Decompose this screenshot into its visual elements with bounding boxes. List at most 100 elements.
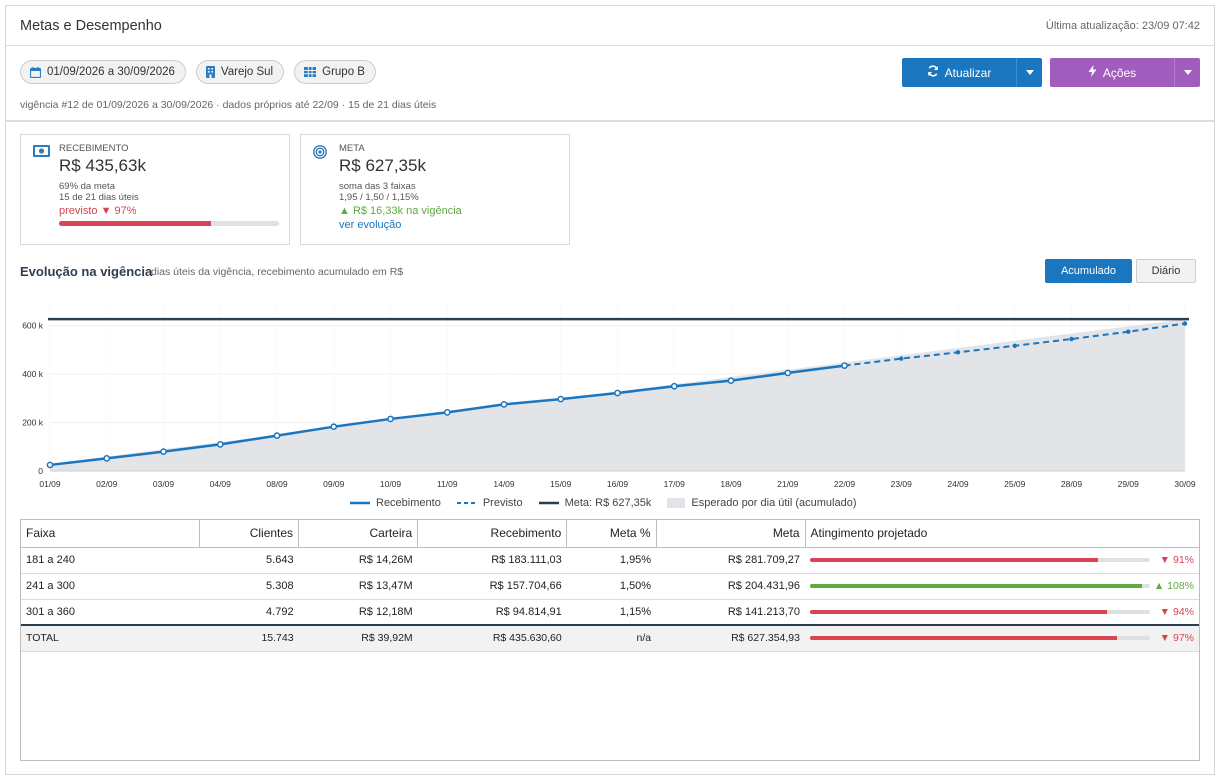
goal-card: META R$ 627,35k soma das 3 faixas 1,95 /… — [300, 134, 570, 245]
legend-forecast: Previsto — [456, 497, 523, 509]
toggle-daily[interactable]: Diário — [1136, 259, 1196, 283]
forecast-point — [1182, 321, 1188, 326]
receipt-percent-of-goal: 69% da meta — [59, 181, 115, 192]
toggle-accumulated[interactable]: Acumulado — [1045, 259, 1132, 283]
actions-dropdown-toggle[interactable] — [1174, 58, 1200, 87]
cell-portfolio: R$ 12,18M — [298, 599, 418, 626]
x-tick-label: 09/09 — [323, 479, 345, 489]
refresh-button-group: Atualizar — [902, 58, 1042, 87]
cell-attainment: ▼ 91% — [805, 547, 1199, 574]
x-tick-label: 23/09 — [891, 479, 913, 489]
bolt-icon — [1088, 65, 1097, 80]
legend-forecast-label: Previsto — [482, 497, 523, 509]
received-point — [670, 382, 678, 390]
cell-receipt: R$ 435.630,60 — [417, 624, 567, 652]
column-portfolio[interactable]: Carteira — [298, 520, 419, 548]
attainment-percent: ▼ 91% — [1159, 554, 1194, 566]
receipt-card: RECEBIMENTO R$ 435,63k 69% da meta 15 de… — [20, 134, 290, 245]
x-tick-label: 21/09 — [777, 479, 799, 489]
store-filter-label: Varejo Sul — [220, 66, 274, 78]
x-tick-label: 01/09 — [39, 479, 61, 489]
cell-attainment: ▲ 108% — [805, 573, 1199, 600]
receipt-progress-bar — [59, 221, 279, 226]
group-filter-chip[interactable]: Grupo B — [294, 60, 376, 84]
store-filter-chip[interactable]: Varejo Sul — [195, 60, 285, 84]
x-tick-label: 15/09 — [550, 479, 572, 489]
cell-band: TOTAL — [21, 624, 200, 652]
cell-receipt: R$ 157.704,66 — [417, 573, 567, 600]
bands-table: Faixa Clientes Carteira Recebimento Meta… — [20, 519, 1200, 761]
received-point — [727, 377, 735, 385]
cell-receipt: R$ 94.814,91 — [417, 599, 567, 626]
table-row: 181 a 240 5.643 R$ 14,26M R$ 183.111,03 1,95… — [21, 547, 1199, 574]
receipt-label: RECEBIMENTO — [59, 143, 129, 154]
attainment-percent: ▼ 97% — [1159, 632, 1194, 645]
goal-value: R$ 627,35k — [339, 156, 426, 175]
x-tick-label: 10/09 — [380, 479, 402, 489]
cell-clients: 15.743 — [199, 624, 299, 652]
dashboard-frame: Metas e Desempenho Última atualização: 2… — [5, 5, 1215, 775]
table-row: 301 a 360 4.792 R$ 12,18M R$ 94.814,91 1,15%… — [21, 599, 1199, 626]
x-tick-label: 14/09 — [493, 479, 515, 489]
cell-goal-percent: 1,50% — [566, 573, 657, 600]
last-updated: Última atualização: 23/09 07:42 — [1045, 19, 1200, 32]
x-tick-label: 18/09 — [720, 479, 742, 489]
receipt-business-days: 15 de 21 dias úteis — [59, 192, 139, 203]
attainment-bar — [810, 584, 1150, 588]
table-total-row: TOTAL 15.743 R$ 39,92M R$ 435.630,60 n/a R$ 6… — [21, 624, 1199, 652]
refresh-dropdown-toggle[interactable] — [1016, 58, 1042, 87]
cell-clients: 4.792 — [199, 599, 299, 626]
legend-goal: Meta: R$ 627,35k — [538, 497, 651, 509]
goal-evolution-link[interactable]: ver evolução — [339, 219, 402, 231]
received-point — [841, 362, 848, 369]
x-tick-label: 04/09 — [210, 479, 232, 489]
forecast-point — [955, 350, 961, 355]
legend-received: Recebimento — [350, 497, 441, 509]
calendar-icon — [30, 66, 41, 78]
period-filter-label: 01/09/2026 a 30/09/2026 — [47, 66, 175, 78]
attainment-bar — [810, 636, 1150, 641]
column-receipt[interactable]: Recebimento — [417, 520, 568, 548]
target-icon — [313, 145, 327, 162]
column-projected-attainment[interactable]: Atingimento projetado — [805, 520, 1199, 548]
chart-title: Evolução na vigência — [20, 264, 153, 279]
attainment-percent: ▼ 94% — [1159, 605, 1194, 618]
cell-band: 181 a 240 — [21, 547, 200, 574]
actions-button[interactable]: Ações — [1050, 58, 1174, 87]
forecast-point — [1126, 329, 1131, 334]
y-tick-label: 600 k — [22, 321, 44, 331]
chart-header: Evolução na vigência dias úteis da vigên… — [20, 259, 1200, 289]
column-goal-percent[interactable]: Meta % — [566, 520, 657, 548]
x-tick-label: 30/09 — [1174, 479, 1196, 489]
cell-portfolio: R$ 13,47M — [298, 573, 418, 600]
forecast-point — [1012, 343, 1017, 348]
money-icon — [33, 145, 50, 160]
goal-rates: 1,95 / 1,50 / 1,15% — [339, 192, 419, 203]
received-point — [160, 448, 167, 455]
period-filter-chip[interactable]: 01/09/2026 a 30/09/2026 — [20, 60, 186, 84]
actions-button-group: Ações — [1050, 58, 1200, 87]
cell-clients: 5.643 — [199, 547, 299, 574]
x-tick-label: 03/09 — [153, 479, 175, 489]
divider — [6, 121, 1214, 122]
column-band[interactable]: Faixa — [21, 520, 200, 548]
received-point — [46, 461, 54, 469]
cell-portfolio: R$ 14,26M — [298, 547, 418, 574]
received-point — [103, 455, 111, 462]
attainment-percent: ▲ 108% — [1153, 580, 1194, 592]
refresh-button[interactable]: Atualizar — [902, 58, 1016, 87]
cell-goal-percent: 1,15% — [566, 599, 657, 626]
refresh-button-label: Atualizar — [944, 65, 992, 80]
filter-bar: 01/09/2026 a 30/09/2026 Varejo Sul Grupo… — [6, 46, 1214, 121]
column-clients[interactable]: Clientes — [199, 520, 300, 548]
cell-goal-percent: 1,95% — [566, 547, 657, 574]
x-tick-label: 08/09 — [266, 479, 288, 489]
x-tick-label: 02/09 — [96, 479, 118, 489]
legend-expected: Esperado por dia útil (acumulado) — [667, 497, 857, 509]
column-goal[interactable]: Meta — [656, 520, 806, 548]
cell-band: 241 a 300 — [21, 573, 200, 600]
page-title: Metas e Desempenho — [20, 17, 162, 34]
receipt-value: R$ 435,63k — [59, 156, 146, 175]
period-info: vigência #12 de 01/09/2026 a 30/09/2026 … — [20, 99, 437, 111]
received-point — [614, 389, 621, 397]
